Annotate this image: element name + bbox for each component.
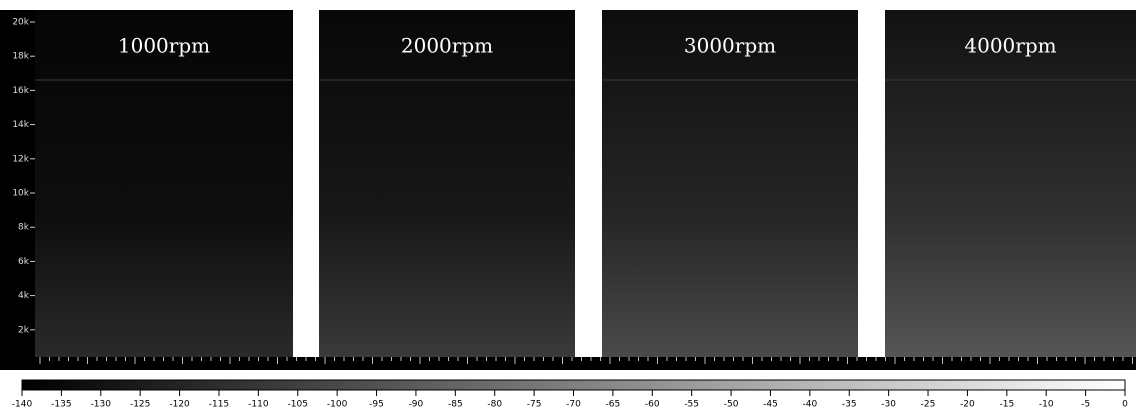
y-tick-label: 12k — [12, 154, 29, 164]
colorbar-tick-label: -115 — [209, 400, 229, 410]
spectrogram-panel — [602, 10, 858, 357]
colorbar-tick-label: -120 — [169, 400, 190, 410]
panel-label: 2000rpm — [401, 34, 493, 58]
colorbar-tick-label: -40 — [803, 400, 818, 410]
y-axis-background — [0, 10, 35, 370]
spectrogram-panel — [319, 10, 575, 357]
spectrogram-panel — [885, 10, 1136, 357]
colorbar-tick-label: -140 — [12, 400, 33, 410]
colorbar-tick-label: -15 — [999, 400, 1014, 410]
colorbar-tick-label: -90 — [409, 400, 424, 410]
colorbar-tick-label: -130 — [91, 400, 112, 410]
y-tick-label: 14k — [12, 120, 29, 130]
colorbar-tick-label: -55 — [684, 400, 699, 410]
colorbar-tick-label: -5 — [1081, 400, 1090, 410]
colorbar-tick-label: -100 — [327, 400, 348, 410]
colorbar-tick-label: -125 — [130, 400, 150, 410]
y-tick-label: 16k — [12, 86, 29, 96]
y-tick-label: 20k — [12, 18, 29, 28]
colorbar-tick-label: -135 — [51, 400, 71, 410]
colorbar-tick-label: -60 — [645, 400, 660, 410]
colorbar-tick-label: -95 — [369, 400, 384, 410]
colorbar-tick-label: -50 — [724, 400, 739, 410]
y-tick-label: 4k — [18, 291, 30, 301]
colorbar-tick-label: -75 — [527, 400, 542, 410]
colorbar — [21, 379, 1126, 391]
colorbar-tick-label: -30 — [881, 400, 896, 410]
colorbar-tick-label: -35 — [842, 400, 857, 410]
colorbar-tick-label: -110 — [248, 400, 269, 410]
y-tick-label: 8k — [18, 223, 30, 233]
y-tick-label: 6k — [18, 257, 30, 267]
colorbar-tick-label: -10 — [1039, 400, 1054, 410]
panel-label: 1000rpm — [118, 34, 210, 58]
panels: 1000rpm 2000rpm 3000rpm 4000rpm — [35, 10, 1136, 357]
colorbar-tick-label: -105 — [288, 400, 308, 410]
y-tick-label: 10k — [12, 189, 29, 199]
spectrogram-panel — [35, 10, 293, 357]
time-axis-strip — [0, 357, 1136, 370]
colorbar-tick-label: -45 — [763, 400, 778, 410]
colorbar-tick-label: -85 — [448, 400, 463, 410]
panel-label: 4000rpm — [964, 34, 1056, 58]
colorbar-tick-label: 0 — [1122, 400, 1128, 410]
panel-label: 3000rpm — [684, 34, 776, 58]
y-tick-label: 18k — [12, 52, 29, 62]
colorbar-tick-label: -65 — [606, 400, 621, 410]
y-tick-label: 2k — [18, 325, 30, 335]
colorbar-tick-label: -25 — [921, 400, 936, 410]
colorbar-tick-label: -70 — [566, 400, 581, 410]
colorbar-tick-label: -20 — [960, 400, 975, 410]
colorbar-tick-label: -80 — [487, 400, 502, 410]
